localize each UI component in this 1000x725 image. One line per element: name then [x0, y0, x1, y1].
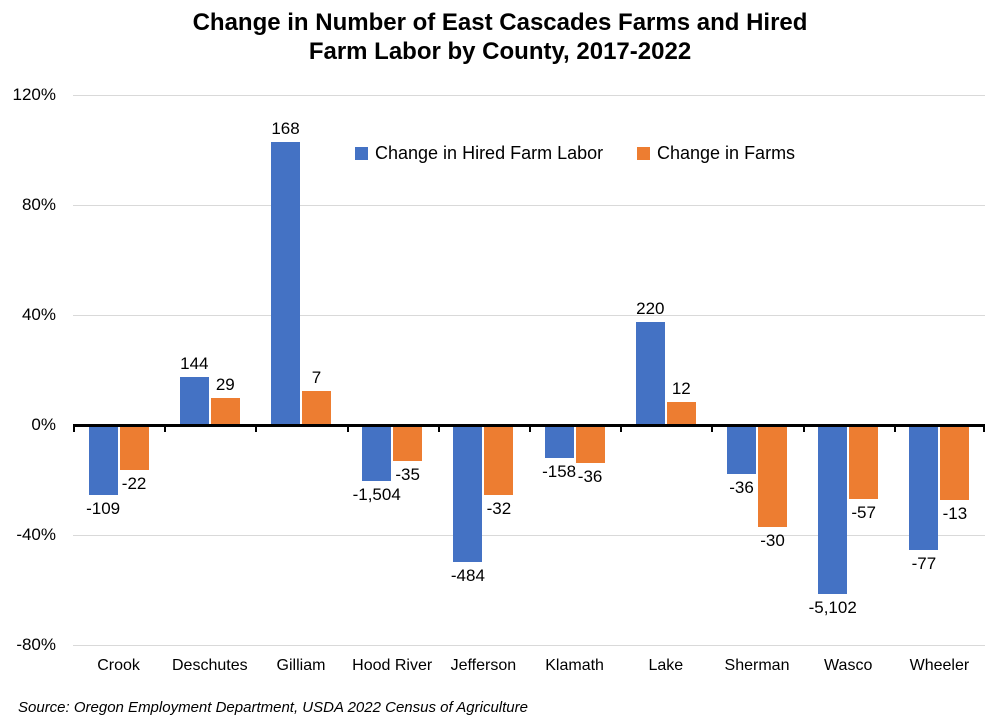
data-label-change-in-farms-wasco: -57 — [851, 502, 876, 522]
x-axis-category-label-jefferson: Jefferson — [450, 657, 517, 674]
bar-change-in-hired-farm-labor-crook — [88, 425, 118, 496]
data-label-change-in-farms-wheeler: -13 — [942, 503, 968, 523]
data-label-change-in-hired-farm-labor-wasco: -5,102 — [808, 598, 857, 618]
x-axis-category-label-klamath: Klamath — [545, 657, 604, 674]
bar-change-in-hired-farm-labor-klamath — [544, 425, 574, 458]
y-axis-tick-label: 0% — [31, 415, 56, 434]
bar-change-in-farms-crook — [119, 425, 149, 471]
data-label-change-in-farms-jefferson: -32 — [486, 499, 512, 519]
data-label-change-in-hired-farm-labor-crook: -109 — [86, 499, 121, 519]
data-label-change-in-hired-farm-labor-lake: 220 — [636, 298, 665, 318]
x-axis-tick-mark — [437, 424, 440, 432]
bar-change-in-farms-deschutes — [210, 398, 240, 425]
data-label-change-in-hired-farm-labor-gilliam: 168 — [271, 118, 300, 138]
data-label-change-in-farms-crook: -22 — [121, 474, 147, 494]
legend-label-hired-farm-labor: Change in Hired Farm Labor — [375, 142, 604, 163]
bar-change-in-farms-jefferson — [484, 425, 514, 496]
data-label-change-in-farms-gilliam: 7 — [311, 367, 322, 387]
data-label-change-in-farms-sherman: -30 — [760, 531, 785, 551]
chart-title: Change in Number of East Cascades Farms … — [0, 8, 1000, 66]
y-axis-tick-label: -40% — [16, 525, 56, 544]
chart-title-line1: Change in Number of East Cascades Farms … — [192, 9, 808, 36]
gridline--40 — [73, 534, 985, 536]
bar-change-in-farms-hood-river — [393, 425, 423, 462]
x-axis-tick-mark — [711, 424, 714, 432]
x-axis-tick-mark — [164, 424, 167, 432]
x-axis-category-label-crook: Crook — [97, 657, 140, 674]
data-label-change-in-farms-klamath: -36 — [577, 466, 603, 486]
bar-change-in-hired-farm-labor-lake — [635, 321, 665, 425]
legend-swatch-farms-icon — [637, 146, 650, 160]
x-axis-tick-mark — [73, 424, 75, 432]
bar-change-in-farms-wheeler — [940, 425, 970, 500]
x-axis-tick-mark — [620, 424, 623, 432]
bar-change-in-farms-gilliam — [302, 390, 331, 425]
data-label-change-in-hired-farm-labor-deschutes: 144 — [180, 353, 209, 373]
data-label-change-in-hired-farm-labor-sherman: -36 — [729, 477, 754, 497]
data-label-change-in-hired-farm-labor-klamath: -158 — [542, 462, 577, 481]
bar-change-in-hired-farm-labor-deschutes — [179, 376, 209, 425]
bar-change-in-hired-farm-labor-wasco — [818, 425, 848, 595]
x-axis-category-label-deschutes: Deschutes — [172, 657, 248, 674]
data-label-change-in-farms-hood-river: -35 — [395, 465, 420, 485]
bar-change-in-farms-wasco — [849, 425, 879, 499]
x-axis-tick-mark — [893, 424, 896, 432]
gridline-40 — [73, 314, 985, 316]
y-axis-tick-label: 120% — [12, 85, 56, 104]
x-axis-tick-mark — [255, 424, 258, 432]
legend-item-farms: Change in Farms — [637, 143, 795, 163]
data-label-change-in-hired-farm-labor-wheeler: -77 — [911, 554, 937, 574]
chart-title-line2: Farm Labor by County, 2017-2022 — [308, 38, 692, 65]
x-axis-tick-mark — [346, 424, 349, 432]
data-label-change-in-hired-farm-labor-hood-river: -1,504 — [352, 485, 401, 505]
bar-change-in-hired-farm-labor-hood-river — [362, 425, 392, 482]
x-axis-tick-mark — [802, 424, 805, 432]
data-label-change-in-farms-lake: 12 — [671, 378, 691, 398]
plot-area: -109 -22 144 29 168 7 -1,504 -35 -484 -32 -158 -36 2… — [73, 94, 985, 646]
x-axis-category-label-hood-river: Hood River — [352, 657, 433, 674]
gridline-120 — [73, 94, 985, 96]
bar-change-in-hired-farm-labor-jefferson — [453, 425, 483, 562]
bar-change-in-farms-lake — [666, 401, 696, 425]
bar-change-in-hired-farm-labor-wheeler — [909, 425, 939, 551]
x-axis-category-label-gilliam: Gilliam — [276, 657, 326, 674]
data-label-change-in-hired-farm-labor-jefferson: -484 — [450, 565, 485, 585]
x-axis-category-label-wheeler: Wheeler — [909, 657, 970, 674]
y-axis-tick-label: 80% — [21, 195, 56, 214]
x-axis-category-label-sherman: Sherman — [724, 657, 790, 674]
bar-change-in-farms-klamath — [575, 425, 605, 463]
x-axis-category-label-lake: Lake — [648, 657, 684, 674]
bar-change-in-hired-farm-labor-sherman — [727, 425, 756, 474]
gridline--80 — [73, 644, 985, 646]
x-axis-tick-mark — [529, 424, 531, 432]
gridline-80 — [73, 204, 985, 206]
legend-item-hired-farm-labor: Change in Hired Farm Labor — [355, 143, 603, 163]
data-label-change-in-farms-deschutes: 29 — [215, 375, 235, 395]
bar-change-in-hired-farm-labor-gilliam — [271, 141, 300, 425]
legend-label-farms: Change in Farms — [657, 142, 796, 163]
source-note: Source: Oregon Employment Department, US… — [18, 699, 528, 716]
y-axis-tick-label: -80% — [16, 635, 56, 654]
bar-change-in-farms-sherman — [758, 425, 787, 528]
x-axis-tick-mark — [983, 424, 985, 432]
y-axis-tick-label: 40% — [21, 305, 56, 324]
x-axis-category-label-wasco: Wasco — [824, 657, 873, 674]
legend-swatch-hired-farm-labor-icon — [355, 146, 368, 160]
